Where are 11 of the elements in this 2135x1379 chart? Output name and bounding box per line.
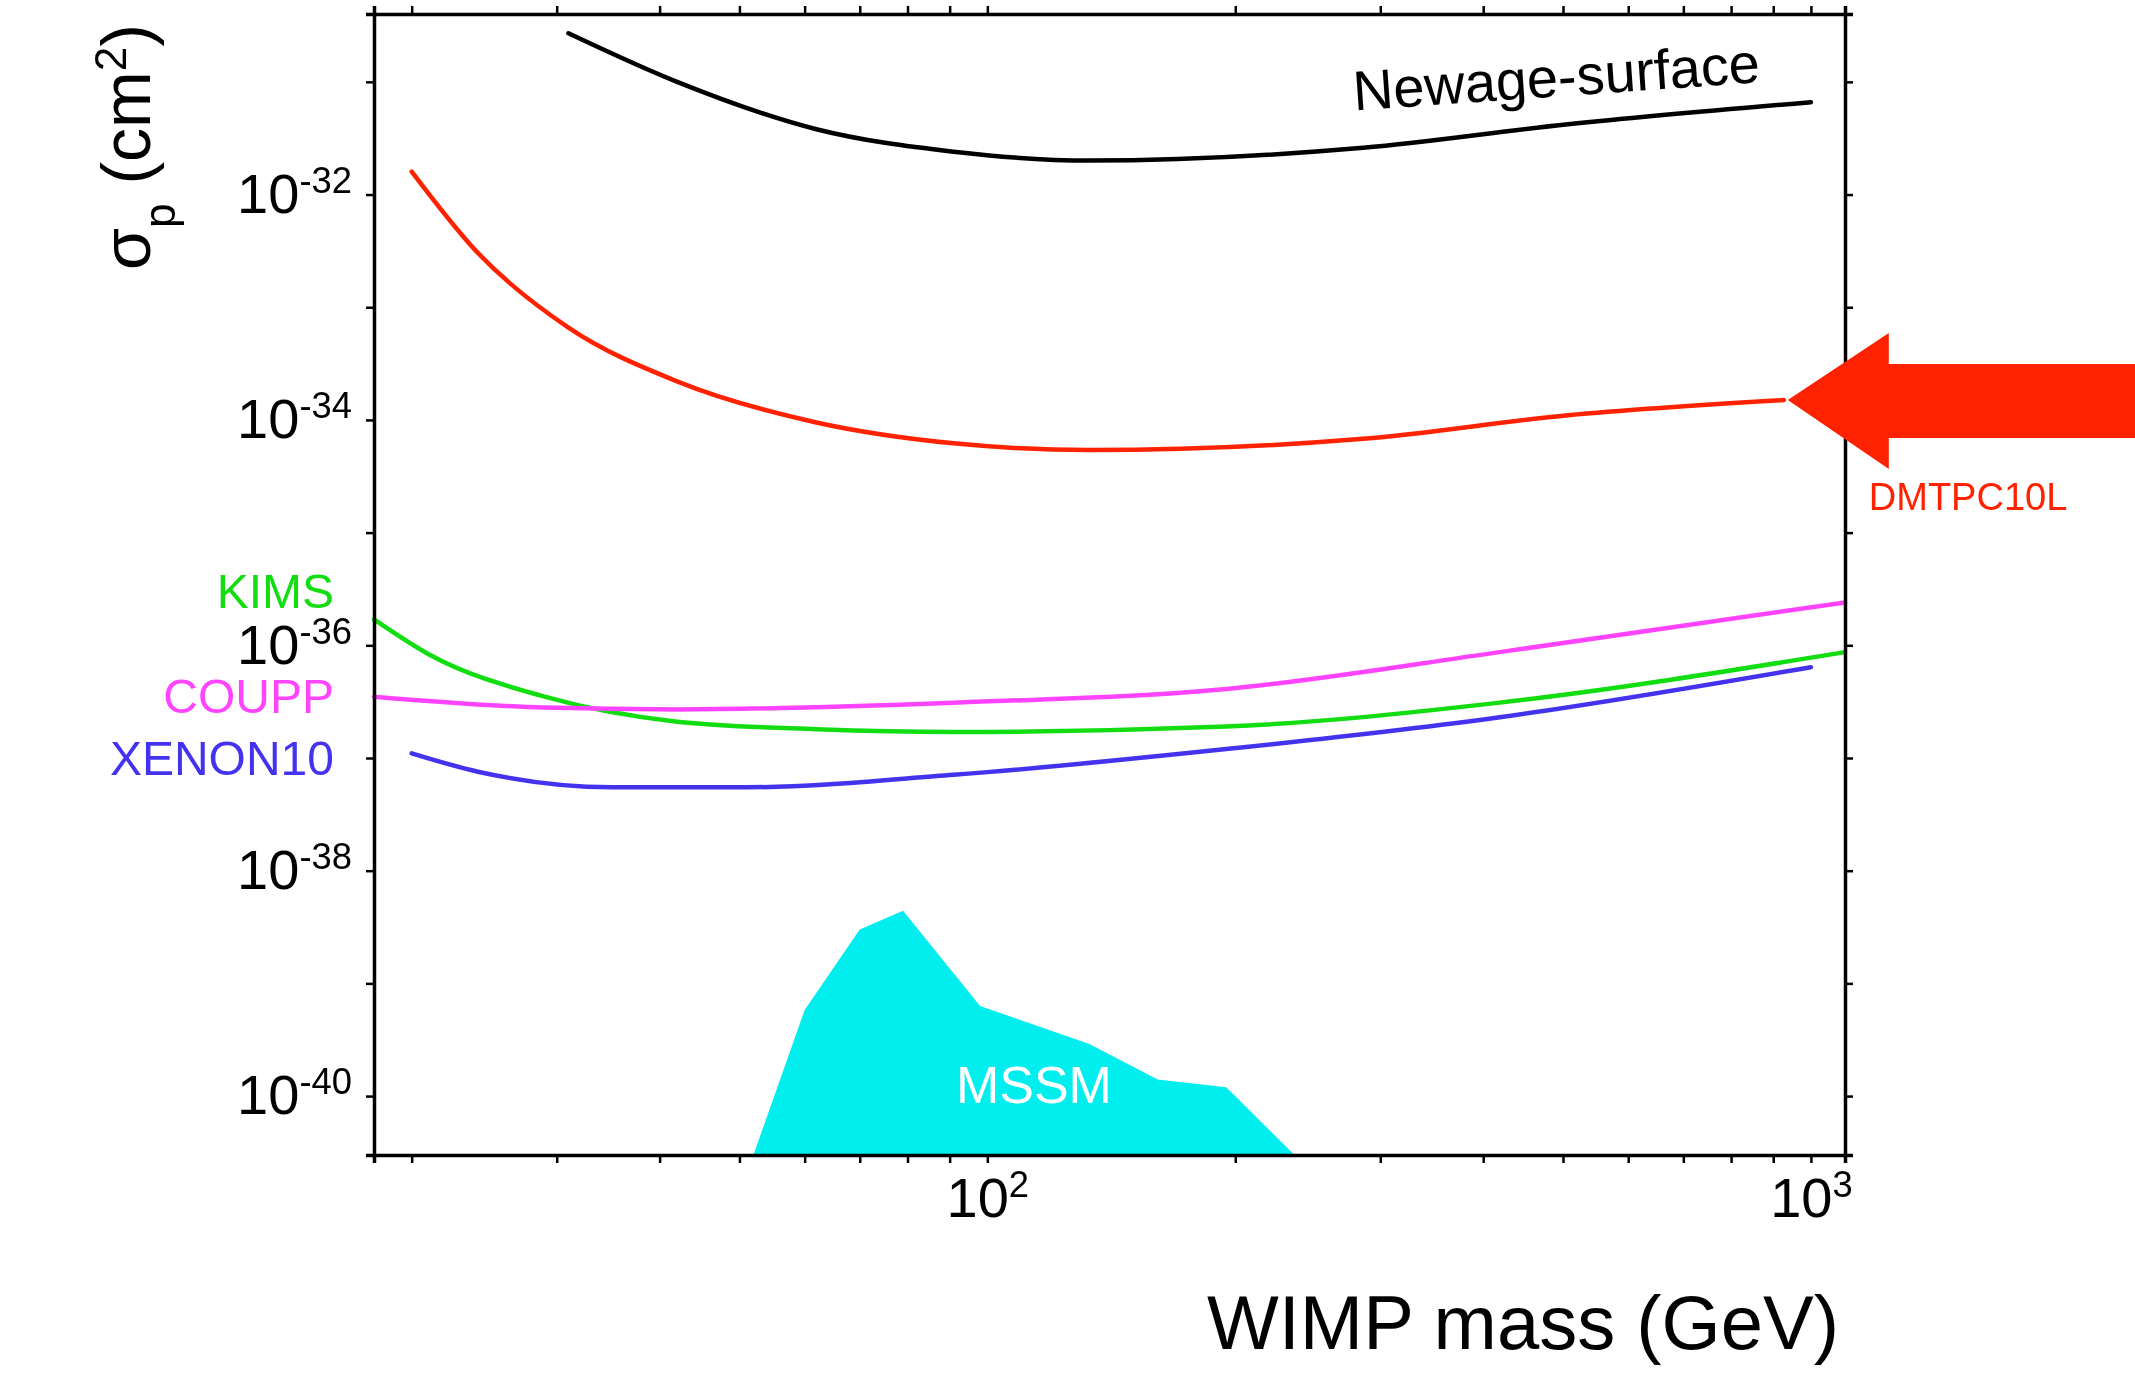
x-tick-label: 10$^{3}$	[1770, 1163, 1853, 1229]
y-tick-label: 10$^{-34}$	[237, 384, 352, 451]
x-axis-title: WIMP mass (GeV)	[1207, 1280, 1839, 1365]
series-label: MSSM	[955, 1056, 1112, 1114]
y-tick-label: 10$^{-32}$	[237, 159, 352, 225]
legend-label: Newage-surface	[1350, 31, 1762, 123]
x-tick-label: 10$^{2}$	[946, 1163, 1030, 1229]
series-label: XENON10	[109, 731, 334, 785]
text: DMTPC10L	[1868, 476, 2068, 519]
y-tick-label: 10$^{-38}$	[237, 835, 352, 902]
y-tick-label: 10$^{-40}$	[237, 1061, 352, 1127]
